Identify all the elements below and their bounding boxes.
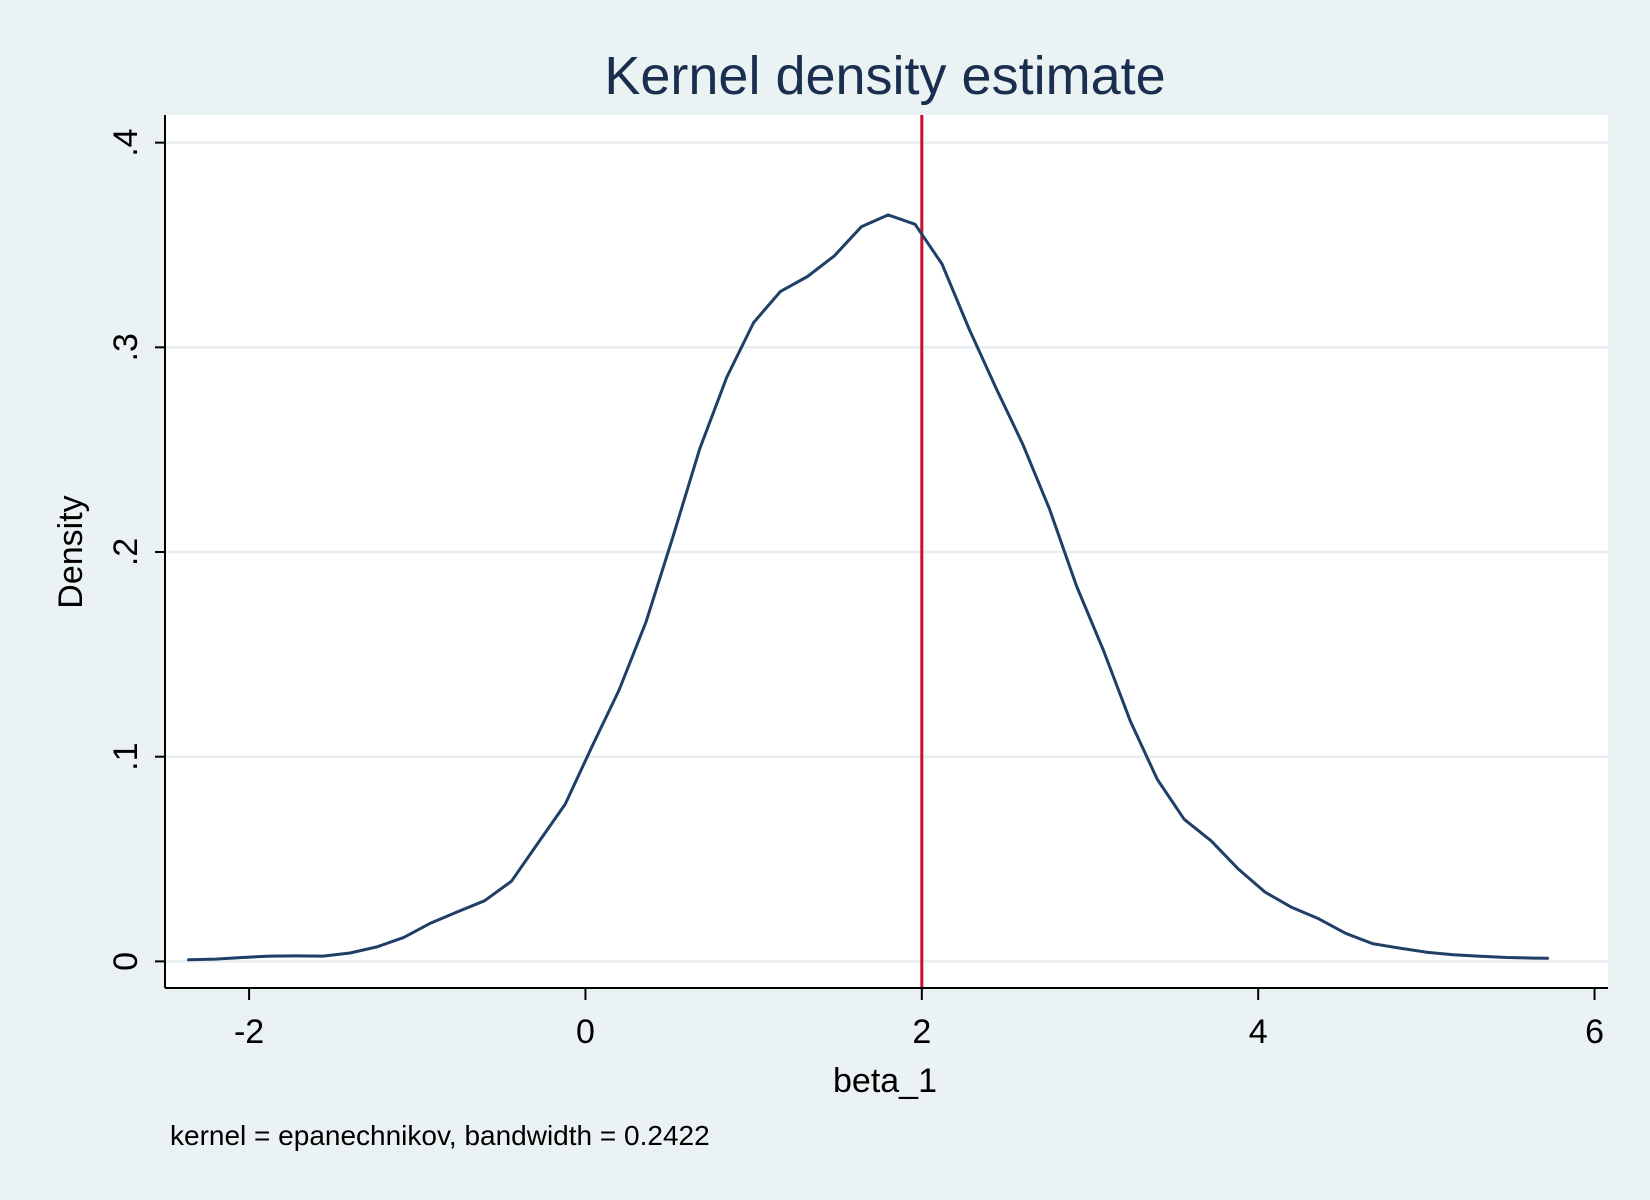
x-tick-label-4: 6 [1585,1013,1604,1051]
y-tick-label-4: .4 [107,128,145,156]
y-tick-label-2: .2 [107,538,145,566]
grid-lines [165,141,1608,963]
chart-title: Kernel density estimate [604,46,1165,106]
x-tick-label-1: 0 [576,1013,595,1051]
y-tick-label-1: .1 [107,743,145,771]
y-axis-ticks: 0 .1 .2 .3 .4 [107,128,165,971]
x-tick-label-2: 2 [912,1013,931,1051]
series-group [187,213,1549,962]
x-tick-label-3: 4 [1249,1013,1268,1051]
x-axis-title: beta_1 [833,1062,937,1100]
density-curve-0 [187,213,1549,962]
y-tick-label-0: 0 [107,952,145,971]
x-axis-ticks: -2 0 2 4 6 [234,988,1604,1051]
y-axis-title: Density [52,495,90,608]
kernel-note: kernel = epanechnikov, bandwidth = 0.242… [170,1120,710,1151]
y-tick-label-3: .3 [107,333,145,361]
x-tick-label-0: -2 [234,1013,264,1051]
